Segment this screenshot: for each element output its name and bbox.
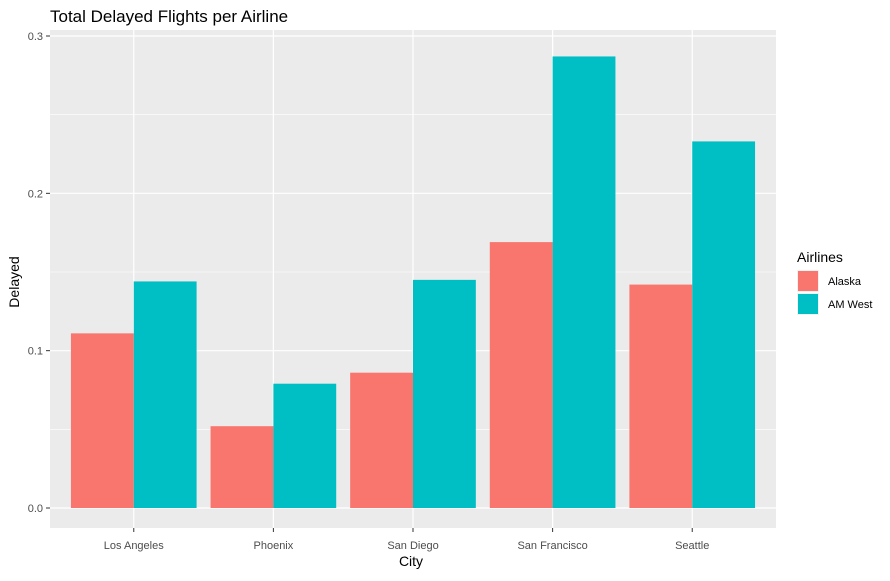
x-tick-label: Phoenix (254, 540, 294, 552)
y-axis-title: Delayed (6, 256, 22, 307)
x-tick-label: Seattle (675, 540, 709, 552)
y-tick-label: 0.1 (28, 346, 43, 358)
bar-am-west-los-angeles (133, 281, 197, 508)
bar-am-west-san-diego (413, 279, 476, 508)
bar-am-west-phoenix (273, 383, 337, 508)
bar-alaska-los-angeles (70, 333, 134, 508)
chart-title: Total Delayed Flights per Airline (50, 7, 288, 26)
legend-label: AM West (828, 299, 872, 311)
y-tick-label: 0.3 (28, 31, 43, 43)
legend-swatch (798, 271, 818, 291)
bars (70, 56, 756, 508)
x-tick-label: San Francisco (517, 540, 587, 552)
x-tick-label: San Diego (387, 540, 438, 552)
bar-alaska-san-diego (350, 372, 413, 508)
bar-am-west-san-francisco (552, 56, 616, 508)
legend-items: Alaska AM West (797, 270, 872, 315)
y-tick-label: 0.0 (28, 503, 43, 515)
bar-am-west-seattle (692, 141, 756, 508)
legend-title: Airlines (797, 249, 843, 265)
x-axis-title: City (399, 553, 423, 569)
y-axis-ticks: 0.0 0.1 0.2 0.3 (28, 31, 50, 515)
legend-swatch (798, 294, 818, 314)
x-axis-ticks: Los Angeles Phoenix San Diego San Francisco… (104, 528, 709, 552)
bar-alaska-seattle (629, 284, 693, 508)
legend: Airlines Alaska AM West (797, 249, 872, 315)
y-tick-label: 0.2 (28, 188, 43, 200)
bar-alaska-phoenix (210, 426, 274, 508)
legend-label: Alaska (828, 276, 862, 288)
bar-alaska-san-francisco (489, 242, 553, 508)
x-tick-label: Los Angeles (104, 540, 164, 552)
